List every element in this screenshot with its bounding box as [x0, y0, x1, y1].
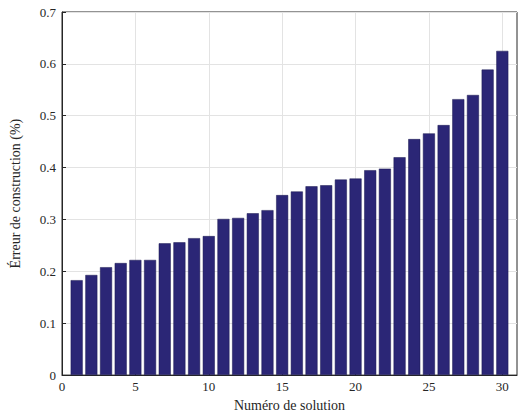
svg-text:0.6: 0.6 [40, 56, 57, 71]
svg-text:0.3: 0.3 [40, 212, 56, 227]
svg-text:Érreur de construction (%): Érreur de construction (%) [7, 118, 24, 268]
svg-text:15: 15 [276, 379, 289, 394]
svg-text:0.2: 0.2 [40, 264, 56, 279]
svg-text:Numéro de solution: Numéro de solution [234, 398, 345, 413]
svg-text:0: 0 [59, 379, 66, 394]
svg-text:25: 25 [422, 379, 435, 394]
svg-text:0.4: 0.4 [40, 160, 57, 175]
svg-text:0: 0 [50, 368, 57, 383]
svg-text:0.5: 0.5 [40, 108, 56, 123]
svg-text:0.7: 0.7 [40, 5, 57, 20]
svg-text:30: 30 [496, 379, 509, 394]
svg-text:20: 20 [349, 379, 362, 394]
svg-text:5: 5 [132, 379, 139, 394]
svg-text:0.1: 0.1 [40, 316, 56, 331]
svg-text:10: 10 [202, 379, 215, 394]
